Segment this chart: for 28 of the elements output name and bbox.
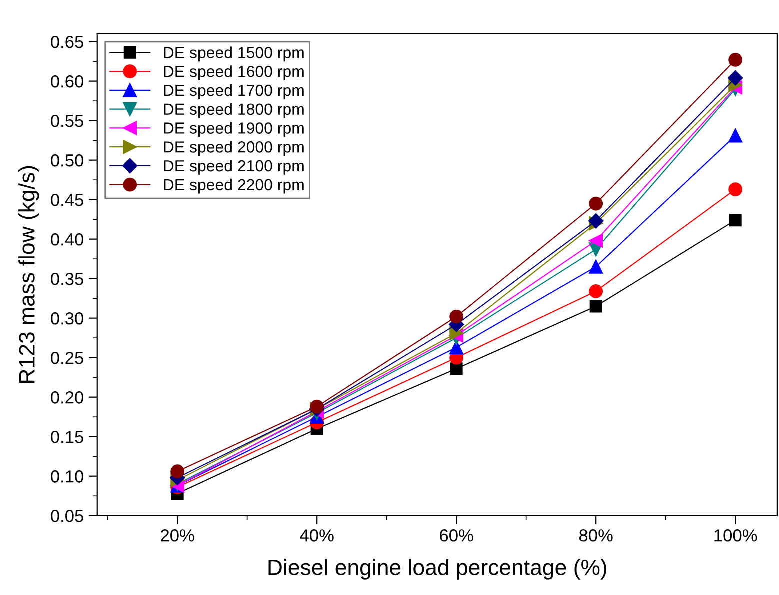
y-tick-label: 0.45 xyxy=(51,194,84,206)
y-tick-label: 0.05 xyxy=(51,510,84,522)
y-tick-label: 0.65 xyxy=(51,36,84,48)
legend-label: DE speed 2100 rpm xyxy=(164,160,304,175)
y-tick-label: 0.30 xyxy=(51,312,84,325)
x-tick-label: 40% xyxy=(300,530,334,542)
legend-label: DE speed 1500 rpm xyxy=(164,46,304,62)
legend-label: DE speed 1600 rpm xyxy=(164,66,304,80)
y-tick-label: 0.40 xyxy=(51,234,84,246)
y-tick-label: 0.60 xyxy=(51,75,84,88)
legend-label: DE speed 1900 rpm xyxy=(164,122,304,138)
x-axis-title: Diesel engine load percentage (%) xyxy=(268,559,607,580)
y-tick-label: 0.15 xyxy=(51,431,84,444)
x-tick-label: 20% xyxy=(161,530,194,542)
legend-label: DE speed 1700 rpm xyxy=(164,84,304,100)
y-tick-label: 0.50 xyxy=(51,154,84,167)
x-tick-label: 80% xyxy=(579,530,613,542)
y-tick-label: 0.10 xyxy=(51,470,84,483)
y-tick-label: 0.25 xyxy=(51,352,84,364)
y-tick-label: 0.55 xyxy=(51,114,84,128)
legend-label: DE speed 2200 rpm xyxy=(164,178,304,194)
y-tick-label: 0.35 xyxy=(51,273,84,286)
legend-label: DE speed 1800 rpm xyxy=(164,103,304,118)
y-tick-label: 0.20 xyxy=(51,392,84,404)
legend-label: DE speed 2000 rpm xyxy=(164,141,304,156)
y-axis-title: R123 mass flow (kg/s) xyxy=(18,166,40,383)
x-tick-label: 60% xyxy=(440,530,474,542)
x-tick-label: 100% xyxy=(714,530,758,542)
